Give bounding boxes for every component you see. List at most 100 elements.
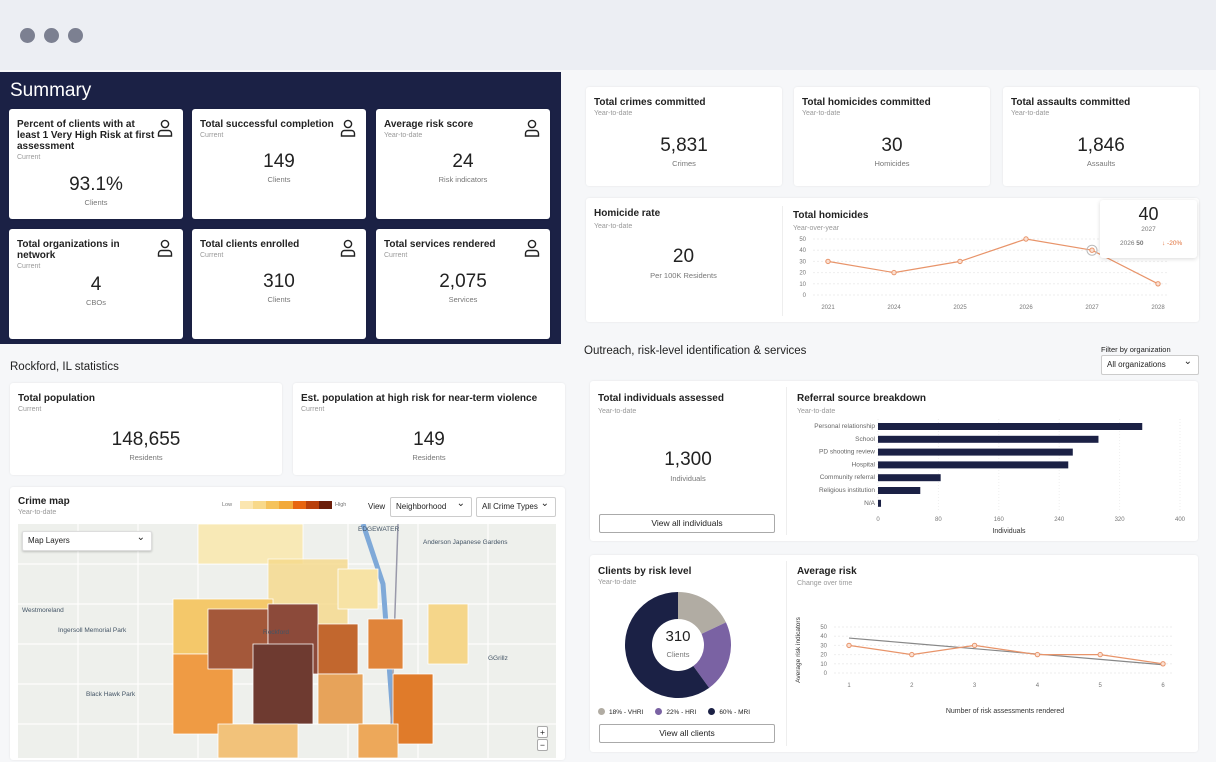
crime-map[interactable]: Westmoreland Ingersoll Memorial Park Bla… xyxy=(18,524,556,758)
card-title: Total population xyxy=(18,393,96,404)
bar xyxy=(878,499,882,507)
risk-donut-chart xyxy=(625,592,731,698)
card-unit: Residents xyxy=(412,453,446,462)
crime-map-card: Crime map Year-to-date Low High View Nei… xyxy=(10,487,565,760)
card-subtitle: Year-to-date xyxy=(1011,110,1050,117)
y-tick-label: 0 xyxy=(803,293,807,299)
map-label: EDGEWATER xyxy=(358,526,399,533)
card-unit: Services xyxy=(448,295,478,304)
assessed-title: Total individuals assessed xyxy=(598,393,724,404)
x-tick-label: 4 xyxy=(1036,683,1040,689)
y-tick-label: 30 xyxy=(799,259,806,265)
x-tick-label: 2 xyxy=(910,683,914,689)
x-axis-label: Number of risk assessments rendered xyxy=(946,708,1064,715)
view-label: View xyxy=(368,502,386,511)
card-value: 148,655 xyxy=(111,429,181,450)
card-value: 1,846 xyxy=(1077,135,1125,156)
legend-swatch xyxy=(292,501,306,509)
homicides-chart-title: Total homicides xyxy=(793,210,869,221)
card-value: 149 xyxy=(413,429,445,450)
card-unit: CBOs xyxy=(85,298,106,307)
risk-card: Clients by risk level Year-to-date 310 C… xyxy=(590,555,1198,752)
assessed-unit: Individuals xyxy=(670,474,706,483)
chart-tooltip: 40 2027 2026 50 ↓ -20% xyxy=(1100,200,1197,258)
map-label: Anderson Japanese Gardens xyxy=(423,539,508,546)
person-icon xyxy=(340,119,356,137)
map-label: Rockford xyxy=(263,629,289,636)
bar xyxy=(878,448,1073,456)
stat-card: Total successful completion Current 149 … xyxy=(192,109,366,219)
x-tick-label: 2028 xyxy=(1151,305,1165,311)
stat-card: Total crimes committed Year-to-date 5,83… xyxy=(586,87,782,186)
data-point xyxy=(1097,651,1103,658)
card-header: Total population Current xyxy=(18,393,274,414)
view-all-clients-button[interactable]: View all clients xyxy=(599,724,775,743)
data-point xyxy=(1023,236,1029,242)
card-header: Total crimes committed Year-to-date xyxy=(594,97,774,118)
card-value: 24 xyxy=(452,151,474,172)
donut-slice xyxy=(678,592,726,634)
crime-map-sub: Year-to-date xyxy=(18,509,57,516)
window-dot[interactable] xyxy=(68,28,83,43)
bar xyxy=(878,461,1069,469)
card-title: Total crimes committed xyxy=(594,97,706,108)
person-icon xyxy=(157,239,173,257)
card-subtitle: Year-to-date xyxy=(384,132,423,139)
zoom-out-button[interactable]: − xyxy=(537,739,548,751)
y-tick-label: 0 xyxy=(824,671,828,677)
highlight-ring xyxy=(1086,244,1098,256)
card-subtitle: Current xyxy=(18,406,42,413)
stats-title: Rockford, IL statistics xyxy=(10,361,119,373)
card-title: Percent of clients with at least 1 Very … xyxy=(17,119,155,152)
x-axis-label: Individuals xyxy=(992,528,1026,535)
data-point xyxy=(909,651,915,658)
card-header: Percent of clients with at least 1 Very … xyxy=(17,119,155,162)
card-subtitle: Current xyxy=(301,406,325,413)
person-icon xyxy=(524,239,540,257)
referral-sub: Year-to-date xyxy=(797,408,836,415)
y-tick-label: N/A xyxy=(864,500,876,507)
card-subtitle: Current xyxy=(200,252,224,259)
legend-label: 22% - HRI xyxy=(666,709,697,716)
card-unit: Residents xyxy=(129,453,163,462)
y-tick-label: 20 xyxy=(799,271,806,277)
map-layers-dropdown[interactable]: Map Layers xyxy=(22,529,152,551)
y-tick-label: Community referral xyxy=(820,474,876,481)
x-tick-label: 2025 xyxy=(953,305,967,311)
data-point xyxy=(971,642,978,649)
stat-card: Total clients enrolled Current 310 Clien… xyxy=(192,229,366,339)
legend-swatch xyxy=(279,501,293,509)
organization-filter[interactable]: All organizations xyxy=(1101,353,1199,375)
map-label: Ingersoll Memorial Park xyxy=(58,627,127,634)
stat-card: Percent of clients with at least 1 Very … xyxy=(9,109,183,219)
series-line xyxy=(848,637,1164,666)
outreach-title: Outreach, risk-level identification & se… xyxy=(584,345,807,357)
zoom-in-button[interactable]: + xyxy=(537,726,548,738)
card-header: Total homicides committed Year-to-date xyxy=(802,97,982,118)
clients-risk-title: Clients by risk level xyxy=(598,566,692,577)
legend-item: 22% - HRI xyxy=(655,708,696,716)
view-all-individuals-button[interactable]: View all individuals xyxy=(599,514,775,533)
window-dot[interactable] xyxy=(20,28,35,43)
window-dot[interactable] xyxy=(44,28,59,43)
homicide-rate-value: 20 xyxy=(672,246,695,267)
stat-card: Total homicides committed Year-to-date 3… xyxy=(794,87,990,186)
card-value: 310 xyxy=(263,271,295,292)
card-value: 30 xyxy=(881,135,903,156)
y-tick-label: 40 xyxy=(820,634,827,640)
y-axis-label: Average risk indicators xyxy=(795,616,802,682)
avg-risk-title: Average risk xyxy=(797,566,857,577)
series-line xyxy=(848,644,1164,665)
card-subtitle: Year-to-date xyxy=(594,110,633,117)
view-select[interactable]: Neighborhood xyxy=(390,495,472,517)
crime-type-select[interactable]: All Crime Types xyxy=(476,495,556,517)
legend-high: High xyxy=(335,502,347,508)
assessed-sub: Year-to-date xyxy=(598,408,637,415)
card-title: Total homicides committed xyxy=(802,97,931,108)
x-tick-label: 80 xyxy=(935,517,942,523)
data-point xyxy=(1160,661,1166,667)
assessment-card: Total individuals assessed Year-to-date … xyxy=(590,381,1198,541)
stat-card: Total assaults committed Year-to-date 1,… xyxy=(1003,87,1199,186)
legend-item: 18% - VHRI xyxy=(598,708,643,716)
stat-card: Est. population at high risk for near-te… xyxy=(293,383,565,475)
